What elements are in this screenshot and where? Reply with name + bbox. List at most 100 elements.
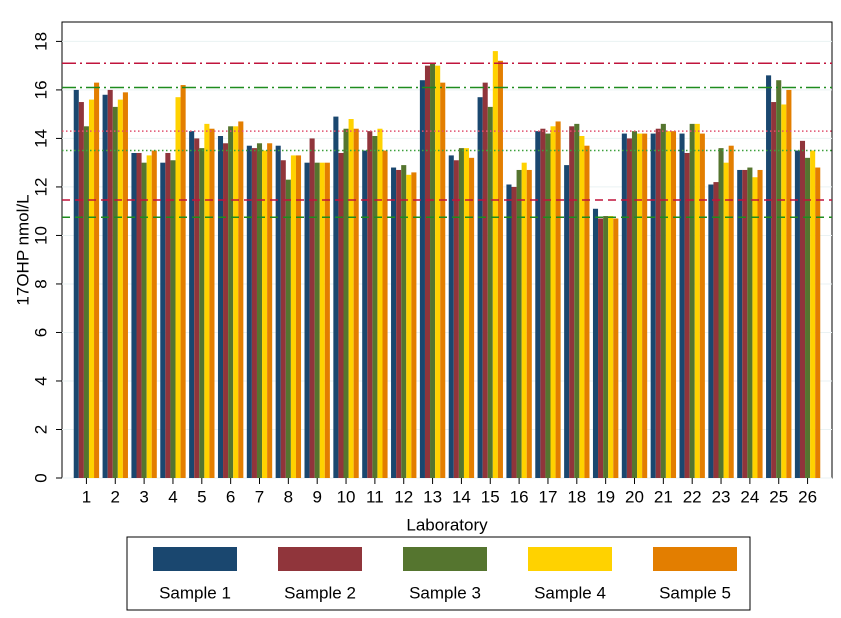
bar xyxy=(160,162,166,478)
bar xyxy=(608,216,614,479)
bar xyxy=(122,92,128,478)
bar xyxy=(684,152,690,478)
bar xyxy=(689,123,695,478)
bar xyxy=(362,150,368,478)
x-tick-label: 6 xyxy=(226,487,235,506)
x-tick-label: 19 xyxy=(596,487,615,506)
bar xyxy=(117,99,123,479)
bar xyxy=(569,126,575,478)
bar xyxy=(752,177,758,478)
bar xyxy=(319,162,325,478)
bar xyxy=(540,128,546,479)
bar xyxy=(78,102,84,479)
bar xyxy=(535,131,541,479)
x-tick-label: 12 xyxy=(394,487,413,506)
bar xyxy=(655,128,661,479)
bar xyxy=(492,51,498,478)
bar xyxy=(246,145,252,478)
x-tick-label: 18 xyxy=(567,487,586,506)
bar xyxy=(285,179,291,478)
bar xyxy=(107,89,113,479)
bar xyxy=(295,155,302,479)
legend-label: Sample 3 xyxy=(409,583,481,602)
legend-swatch xyxy=(278,547,362,571)
bar xyxy=(440,82,446,478)
bar xyxy=(131,152,137,478)
bar xyxy=(477,97,483,478)
bar xyxy=(463,148,470,478)
bar xyxy=(786,89,792,479)
y-axis-title: 17OHP nmol/L xyxy=(13,194,32,305)
bar xyxy=(448,155,454,479)
bar xyxy=(574,123,580,478)
bar xyxy=(766,75,772,479)
bar xyxy=(555,121,561,478)
bar xyxy=(694,123,700,478)
x-tick-label: 14 xyxy=(452,487,471,506)
bar xyxy=(487,106,493,478)
bar xyxy=(338,152,344,478)
bar xyxy=(521,162,527,478)
bar xyxy=(136,152,142,478)
bar xyxy=(348,119,354,479)
y-tick-label: 0 xyxy=(31,473,50,482)
x-tick-label: 10 xyxy=(337,487,356,506)
bar xyxy=(112,106,118,478)
bar xyxy=(660,123,666,478)
x-tick-label: 23 xyxy=(712,487,731,506)
bar xyxy=(151,150,157,478)
bar xyxy=(424,65,431,478)
bar xyxy=(217,136,224,478)
bar xyxy=(776,80,782,478)
bar xyxy=(506,184,512,479)
bar xyxy=(382,150,388,478)
bar xyxy=(810,150,816,478)
bar xyxy=(165,152,171,478)
bar xyxy=(469,157,475,479)
bar xyxy=(314,162,320,478)
bar xyxy=(545,133,551,478)
bar xyxy=(83,126,89,478)
bar xyxy=(564,165,570,478)
bar xyxy=(511,186,517,479)
bar xyxy=(584,145,590,478)
x-tick-label: 22 xyxy=(683,487,702,506)
bar xyxy=(194,138,200,478)
bar xyxy=(516,169,522,478)
bar xyxy=(238,121,244,478)
bar xyxy=(723,162,729,478)
bar xyxy=(699,133,705,478)
bar xyxy=(199,148,205,478)
x-tick-label: 7 xyxy=(255,487,264,506)
bar xyxy=(626,138,632,478)
bar xyxy=(642,133,648,478)
bar xyxy=(391,167,397,478)
bar xyxy=(430,63,436,479)
bar xyxy=(550,126,556,478)
bar xyxy=(401,165,407,478)
bar xyxy=(209,128,215,479)
bar xyxy=(251,148,257,478)
bar xyxy=(102,94,108,478)
bar xyxy=(458,148,464,478)
x-tick-label: 11 xyxy=(366,487,384,506)
bar xyxy=(497,60,503,479)
x-tick-label: 13 xyxy=(423,487,442,506)
x-axis-title: Laboratory xyxy=(406,515,488,534)
legend-label: Sample 1 xyxy=(159,583,231,602)
y-tick-label: 10 xyxy=(31,226,50,245)
x-tick-label: 17 xyxy=(539,487,558,506)
bar xyxy=(579,136,585,478)
bar xyxy=(175,97,181,478)
bar xyxy=(598,218,604,478)
legend-label: Sample 4 xyxy=(534,583,606,602)
bar xyxy=(73,89,79,479)
legend-swatch xyxy=(653,547,737,571)
bar xyxy=(333,116,339,479)
y-tick-label: 16 xyxy=(31,80,50,99)
bar xyxy=(670,131,677,479)
bar xyxy=(815,167,821,478)
bar xyxy=(377,128,383,479)
x-tick-label: 9 xyxy=(312,487,321,506)
